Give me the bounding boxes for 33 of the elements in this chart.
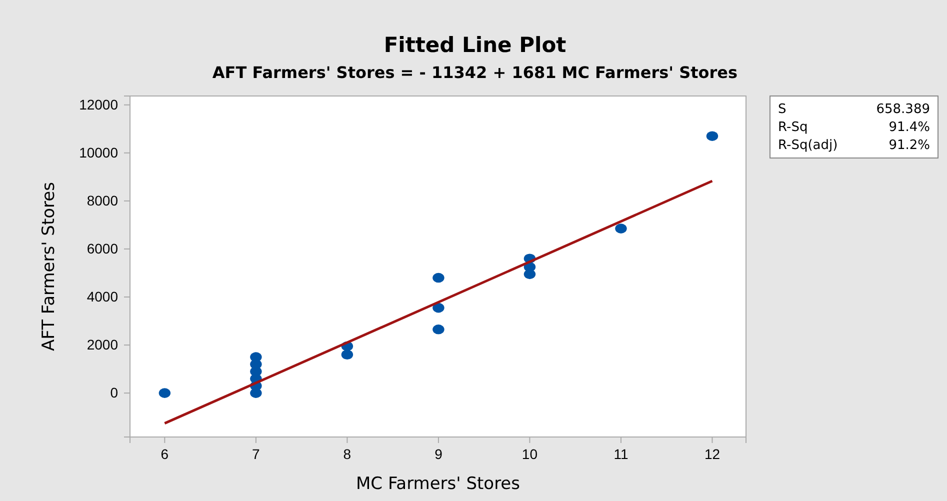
text: S: [778, 102, 786, 117]
y-tick-label: 8000: [86, 192, 118, 208]
x-tick-label: 9: [434, 446, 443, 462]
y-tick-label: 0: [110, 384, 118, 401]
point: [432, 302, 444, 313]
y-tick-label: 12000: [79, 96, 118, 112]
text: 91.2%: [888, 138, 930, 153]
x-tick-label: 8: [343, 446, 352, 462]
point: [432, 272, 444, 283]
y-tick-label: 10000: [79, 144, 118, 160]
chart-subtitle: AFT Farmers' Stores = - 11342 + 1681 MC Farmers' Stores: [212, 63, 738, 82]
text: 91.4%: [888, 120, 930, 135]
x-tick-label: 6: [160, 446, 169, 462]
x-axis-title: MC Farmers' Stores: [356, 474, 520, 494]
point: [706, 131, 718, 141]
text: R-Sq(adj): [778, 138, 838, 153]
y-tick-label: 6000: [86, 240, 118, 256]
x-tick-label: 12: [704, 446, 720, 462]
chart-title: Fitted Line Plot: [384, 33, 566, 57]
text: R-Sq: [778, 120, 808, 135]
point: [158, 388, 171, 398]
point: [524, 269, 536, 280]
x-tick-label: 11: [614, 446, 628, 462]
x-tick-label: 7: [252, 446, 260, 462]
point: [432, 324, 444, 334]
y-axis-title: AFT Farmers' Stores: [39, 182, 59, 351]
y-tick-label: 2000: [86, 336, 118, 353]
point: [250, 352, 262, 362]
point: [341, 350, 354, 360]
text: 658.389: [876, 102, 930, 117]
point: [615, 224, 627, 234]
y-tick-label: 4000: [86, 288, 118, 304]
x-tick-label: 10: [522, 446, 538, 462]
